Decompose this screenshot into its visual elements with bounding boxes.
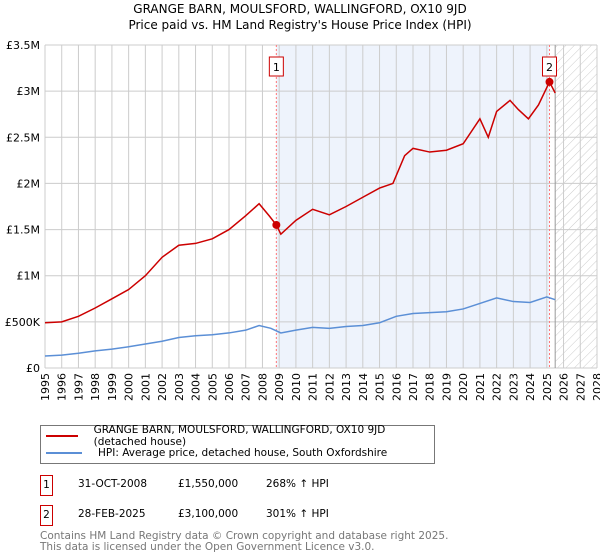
legend-item-price: GRANGE BARN, MOULSFORD, WALLINGFORD, OX1… xyxy=(41,424,434,448)
legend-label: HPI: Average price, detached house, Sout… xyxy=(98,447,388,459)
x-tick-label: 2024 xyxy=(524,373,537,401)
footer: Contains HM Land Registry data © Crown c… xyxy=(40,531,448,553)
y-tick-label: £3.5M xyxy=(6,39,40,52)
sale-date: 28-FEB-2025 xyxy=(78,508,146,520)
y-tick-label: £1.5M xyxy=(6,224,40,237)
x-tick-label: 2013 xyxy=(340,373,353,401)
sale-point xyxy=(272,220,281,229)
x-tick-label: 1996 xyxy=(56,373,69,401)
x-tick-label: 2023 xyxy=(507,373,520,401)
series-line xyxy=(44,80,556,324)
x-tick-label: 2025 xyxy=(541,373,554,401)
legend-swatch xyxy=(46,452,82,454)
y-tick-label: £0 xyxy=(26,362,40,375)
x-tick-label: 2019 xyxy=(440,373,453,401)
x-tick-label: 2018 xyxy=(424,373,437,401)
footer-line: Contains HM Land Registry data © Crown c… xyxy=(40,530,449,542)
x-tick-label: 2012 xyxy=(323,373,336,401)
y-tick-label: £1M xyxy=(17,270,41,283)
x-tick-label: 1998 xyxy=(89,373,102,401)
x-tick-label: 2015 xyxy=(374,373,387,401)
x-tick-label: 2003 xyxy=(173,373,186,401)
y-tick-label: £3M xyxy=(17,85,41,98)
y-tick-label: £500K xyxy=(5,316,41,329)
forecast-hatch xyxy=(555,45,597,368)
y-tick-label: £2M xyxy=(17,177,41,190)
chart-title: GRANGE BARN, MOULSFORD, WALLINGFORD, OX1… xyxy=(133,2,467,16)
x-tick-label: 2017 xyxy=(407,373,420,401)
sale-badge-label: 2 xyxy=(546,61,553,74)
x-tick-label: 2016 xyxy=(390,373,403,401)
x-tick-label: 1997 xyxy=(72,373,85,401)
x-tick-label: 2028 xyxy=(591,373,600,401)
x-tick-label: 2005 xyxy=(206,373,219,401)
sale-price: £1,550,000 xyxy=(178,478,239,490)
x-tick-label: 2006 xyxy=(223,373,236,401)
sale-badge: 1 xyxy=(40,475,53,496)
sale-hpi: 268% ↑ HPI xyxy=(266,478,329,490)
sale-badge-label: 1 xyxy=(273,61,280,74)
x-tick-label: 2009 xyxy=(273,373,286,401)
legend-label: GRANGE BARN, MOULSFORD, WALLINGFORD, OX1… xyxy=(93,424,386,448)
x-tick-label: 2021 xyxy=(474,373,487,401)
x-tick-label: 2022 xyxy=(491,373,504,401)
x-tick-label: 2026 xyxy=(558,373,571,401)
sale-badge: 2 xyxy=(40,505,53,526)
x-tick-label: 2010 xyxy=(290,373,303,401)
x-tick-label: 2002 xyxy=(156,373,169,401)
sale-badge-box xyxy=(268,56,284,77)
y-tick-label: £2.5M xyxy=(6,131,40,144)
sale-badge-box xyxy=(541,56,557,77)
footer-line: This data is licensed under the Open Gov… xyxy=(40,541,375,553)
x-tick-label: 2004 xyxy=(190,373,203,401)
sale-price: £3,100,000 xyxy=(178,508,239,520)
chart-subtitle: Price paid vs. HM Land Registry's House … xyxy=(128,18,472,32)
x-tick-label: 2011 xyxy=(307,373,320,401)
series-line xyxy=(44,296,556,357)
x-tick-label: 1999 xyxy=(106,373,119,401)
sale-date: 31-OCT-2008 xyxy=(78,478,147,490)
sale-hpi: 301% ↑ HPI xyxy=(266,508,329,520)
x-tick-label: 2020 xyxy=(457,373,470,401)
x-tick-label: 1995 xyxy=(39,373,52,401)
x-tick-label: 2001 xyxy=(139,373,152,401)
x-tick-label: 2027 xyxy=(574,373,587,401)
legend: GRANGE BARN, MOULSFORD, WALLINGFORD, OX1… xyxy=(40,424,435,464)
legend-item-hpi: HPI: Average price, detached house, Sout… xyxy=(41,445,387,461)
price-chart: 1995 1996 1997 1998 1999 2000 2001 2002 2003 2004… xyxy=(5,39,600,401)
sale-point xyxy=(545,77,554,86)
x-tick-label: 2000 xyxy=(123,373,136,401)
legend-swatch xyxy=(46,435,78,437)
x-tick-label: 2007 xyxy=(240,373,253,401)
x-tick-label: 2014 xyxy=(357,373,370,401)
x-tick-label: 2008 xyxy=(256,373,269,401)
